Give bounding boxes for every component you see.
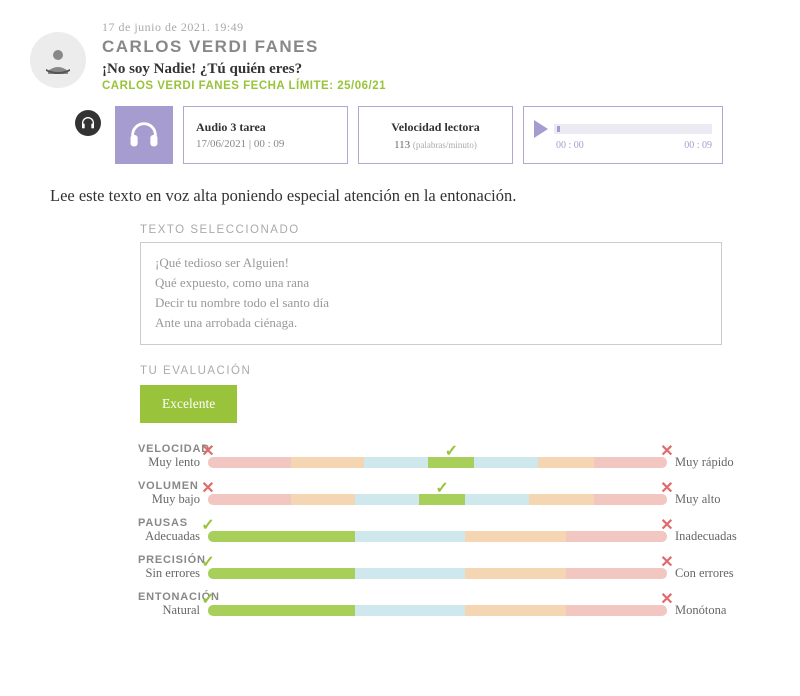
cross-icon: ✕: [660, 441, 673, 461]
cross-icon: ✕: [201, 441, 214, 461]
metric-left-label: Adecuadas: [125, 529, 200, 544]
player-time-start: 00 : 00: [556, 140, 584, 151]
metric-bar: ✕✓✕: [208, 457, 667, 468]
metric-left-label: Muy bajo: [125, 492, 200, 507]
post-date: 17 de junio de 2021. 19:49: [102, 20, 386, 35]
reading-speed-card: Velocidad lectora 113 (palabras/minuto): [358, 106, 513, 164]
audio-task-sub: 17/06/2021 | 00 : 09: [196, 138, 284, 150]
metric-right-label: Muy rápido: [675, 455, 765, 470]
metric-bar: ✓✕: [208, 568, 667, 579]
evaluation-button[interactable]: Excelente: [140, 385, 237, 423]
selected-text-box: ¡Qué tedioso ser Alguien! Qué expuesto, …: [140, 242, 722, 345]
deadline: Carlos Verdi Fanes FECHA LÍMITE: 25/06/2…: [102, 80, 386, 92]
avatar: [30, 32, 86, 88]
cross-icon: ✕: [201, 478, 214, 498]
cross-icon: ✕: [660, 515, 673, 535]
metric-bar: ✕✓✕: [208, 494, 667, 505]
audio-player-card: 00 : 00 00 : 09: [523, 106, 723, 164]
check-icon: ✓: [445, 441, 458, 461]
cross-icon: ✕: [660, 589, 673, 609]
metric-right-label: Monótona: [675, 603, 765, 618]
audio-track[interactable]: [554, 124, 712, 134]
metric-bar: ✓✕: [208, 531, 667, 542]
selected-text-label: TEXTO SELECCIONADO: [140, 224, 722, 236]
check-icon: ✓: [201, 552, 214, 572]
check-icon: ✓: [201, 589, 214, 609]
play-button[interactable]: [534, 120, 548, 138]
check-icon: ✓: [435, 478, 448, 498]
metrics-section: VELOCIDADMuy lento✕✓✕Muy rápidoVOLUMENMu…: [125, 443, 765, 618]
task-title: ¡No soy Nadie! ¿Tú quién eres?: [102, 61, 386, 78]
audio-icon-card: [115, 106, 173, 164]
audio-task-title: Audio 3 tarea: [196, 120, 266, 135]
audio-task-card: Audio 3 tarea 17/06/2021 | 00 : 09: [183, 106, 348, 164]
metric-left-label: Sin errores: [125, 566, 200, 581]
headphones-badge-icon: [75, 110, 101, 136]
instruction-text: Lee este texto en voz alta poniendo espe…: [50, 186, 770, 206]
metric-left-label: Muy lento: [125, 455, 200, 470]
metric-bar: ✓✕: [208, 605, 667, 616]
cross-icon: ✕: [660, 478, 673, 498]
reading-speed-title: Velocidad lectora: [391, 120, 480, 135]
player-time-end: 00 : 09: [684, 140, 712, 151]
cross-icon: ✕: [660, 552, 673, 572]
metric-right-label: Inadecuadas: [675, 529, 765, 544]
user-name: CARLOS VERDI FANES: [102, 37, 386, 57]
metric-right-label: Muy alto: [675, 492, 765, 507]
evaluation-label: TU EVALUACIÓN: [140, 365, 722, 377]
check-icon: ✓: [201, 515, 214, 535]
reading-speed-value: 113 (palabras/minuto): [394, 139, 477, 151]
metric-right-label: Con errores: [675, 566, 765, 581]
metric-left-label: Natural: [125, 603, 200, 618]
